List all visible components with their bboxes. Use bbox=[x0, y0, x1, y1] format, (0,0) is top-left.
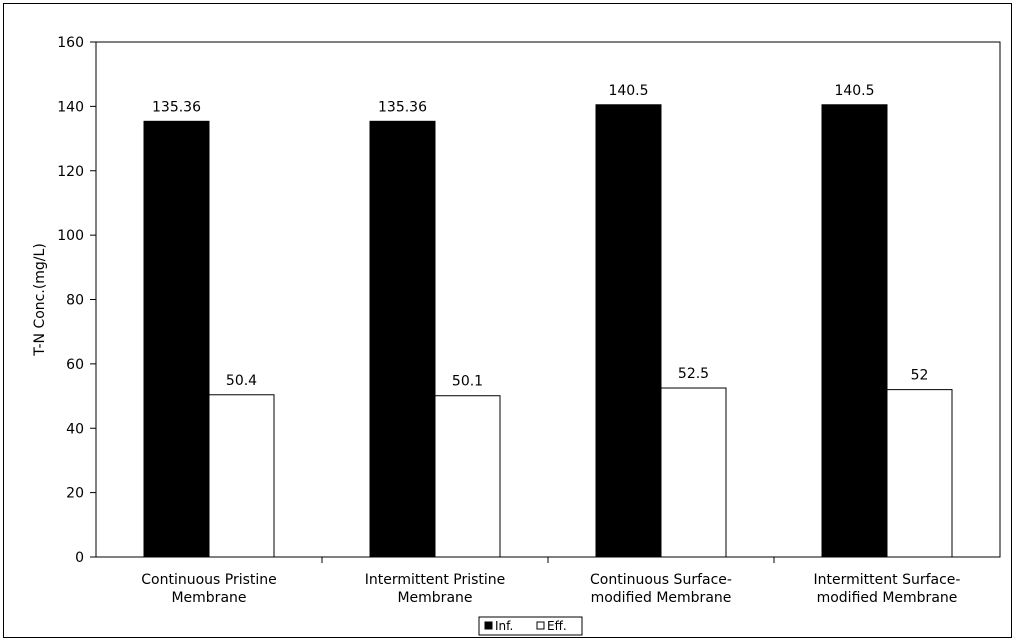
y-tick-label: 100 bbox=[57, 228, 84, 244]
y-tick-label: 160 bbox=[57, 35, 84, 51]
legend-label: Eff. bbox=[547, 619, 567, 633]
legend-box bbox=[478, 616, 583, 636]
data-label: 140.5 bbox=[608, 83, 648, 99]
category-label: Intermittent Surface- bbox=[814, 572, 961, 588]
category-label: modified Membrane bbox=[591, 590, 732, 606]
bar-eff bbox=[660, 387, 727, 558]
y-tick-label: 40 bbox=[66, 421, 84, 437]
legend-swatch-eff bbox=[536, 621, 545, 630]
data-label: 52 bbox=[911, 368, 929, 384]
y-axis-title: T-N Conc.(mg/L) bbox=[32, 243, 48, 357]
y-tick-label: 80 bbox=[66, 293, 84, 309]
y-tick-label: 140 bbox=[57, 99, 84, 115]
bar-inf bbox=[821, 104, 888, 558]
data-label: 135.36 bbox=[378, 99, 427, 115]
bar-inf bbox=[143, 120, 210, 558]
legend-swatch-inf bbox=[484, 621, 493, 630]
data-label: 50.1 bbox=[452, 374, 483, 390]
category-label: Intermittent Pristine bbox=[365, 572, 506, 588]
category-label: Membrane bbox=[397, 590, 472, 606]
bar-eff bbox=[886, 389, 953, 558]
bar-eff bbox=[434, 395, 501, 558]
y-tick-label: 60 bbox=[66, 357, 84, 373]
category-label: modified Membrane bbox=[817, 590, 958, 606]
data-label: 135.36 bbox=[152, 99, 201, 115]
category-label: Membrane bbox=[171, 590, 246, 606]
bar-inf bbox=[595, 104, 662, 558]
bar-inf bbox=[369, 120, 436, 558]
category-label: Continuous Pristine bbox=[141, 572, 277, 588]
data-label: 140.5 bbox=[834, 83, 874, 99]
bar-eff bbox=[208, 394, 275, 558]
data-label: 52.5 bbox=[678, 366, 709, 382]
y-tick-label: 0 bbox=[75, 550, 84, 566]
data-label: 50.4 bbox=[226, 373, 257, 389]
category-label: Continuous Surface- bbox=[590, 572, 732, 588]
legend-label: Inf. bbox=[495, 619, 513, 633]
y-tick-label: 120 bbox=[57, 164, 84, 180]
y-tick-label: 20 bbox=[66, 486, 84, 502]
